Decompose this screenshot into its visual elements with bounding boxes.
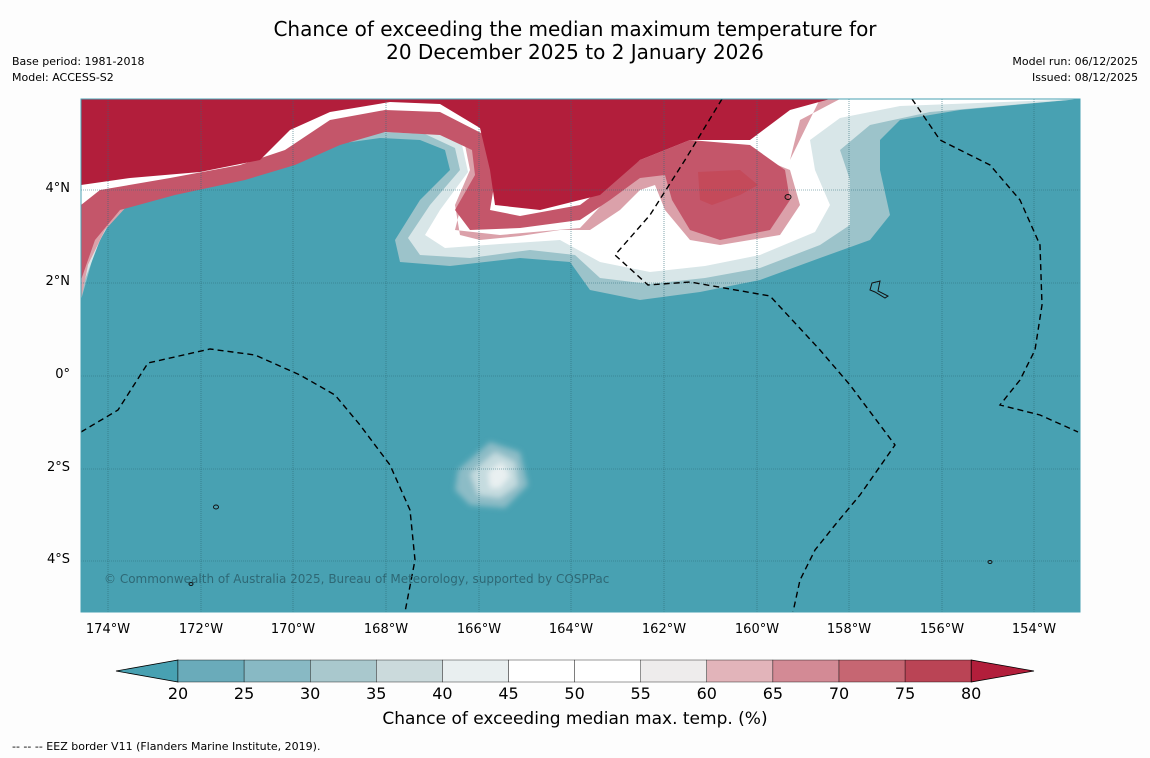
colorbar-tick: 80 [961, 684, 982, 703]
colorbar-high-extension [970, 659, 1035, 683]
colorbar-tick: 75 [894, 684, 916, 703]
colorbar-tick: 25 [233, 684, 255, 703]
lon-label: 162°W [641, 622, 687, 637]
lat-label: 4°S [46, 552, 70, 567]
colorbar-tick: 40 [432, 684, 453, 703]
copyright-note: © Commonwealth of Australia 2025, Bureau… [104, 572, 610, 586]
colorbar-segment [177, 659, 245, 683]
base-period: Base period: 1981-2018 [12, 55, 145, 68]
colorbar-low-extension [115, 659, 179, 683]
contour-band-60 [81, 99, 840, 300]
colorbar-segment [706, 659, 774, 683]
eez-borders [81, 99, 1079, 612]
issued-date: Issued: 08/12/2025 [1031, 71, 1138, 84]
lon-label: 170°W [270, 622, 316, 637]
island-tabuaeran [784, 194, 792, 200]
lon-label: 168°W [363, 622, 409, 637]
lon-label: 172°W [178, 622, 224, 637]
island-small-1 [188, 582, 194, 586]
colorbar-segment [310, 659, 377, 683]
colorbar-segment [376, 659, 443, 683]
lon-label: 156°W [919, 622, 965, 637]
islands [188, 194, 993, 586]
meta-left: Base period: 1981-2018 Model: ACCESS-S2 [12, 54, 144, 86]
lon-label: 154°W [1011, 622, 1057, 637]
lon-label: 160°W [734, 622, 780, 637]
map-frame [80, 98, 1081, 613]
colorbar-tick: 55 [630, 684, 651, 703]
colorbar-tick: 50 [564, 684, 585, 703]
map-field [81, 99, 1080, 612]
colorbar-segment [442, 659, 509, 683]
colorbar-segment [904, 659, 972, 683]
high-chance-region [81, 99, 830, 210]
colorbar-segment [838, 659, 906, 683]
colorbar-tick: 45 [498, 684, 519, 703]
colorbar-segment [772, 659, 840, 683]
colorbar-tick: 30 [300, 684, 321, 703]
colorbar-segment [243, 659, 311, 683]
eez-border-central [614, 99, 896, 612]
lon-label: 164°W [548, 622, 594, 637]
chart-title: Chance of exceeding the median maximum t… [0, 18, 1150, 64]
title-line-2: 20 December 2025 to 2 January 2026 [386, 40, 764, 64]
model-run: Model run: 06/12/2025 [1012, 55, 1138, 68]
graticule [81, 99, 1080, 612]
colorbar [115, 659, 1035, 683]
colorbar-tick: 35 [366, 684, 387, 703]
lat-label: 2°S [46, 460, 70, 475]
colorbar-title: Chance of exceeding median max. temp. (%… [382, 709, 768, 729]
anomaly-2s [455, 442, 528, 508]
colorbar-segment [508, 659, 575, 683]
lon-label: 174°W [85, 622, 131, 637]
colorbar-segment [640, 659, 708, 683]
colorbar-tick: 70 [828, 684, 850, 703]
lat-label: 4°N [45, 181, 71, 196]
colorbar-tick: 20 [167, 684, 189, 703]
eez-border-east [911, 99, 1079, 433]
lat-label: 0° [55, 367, 70, 382]
colorbar-tick: 65 [762, 684, 784, 703]
eez-border-west [81, 348, 416, 612]
colorbar-segment [574, 659, 641, 683]
island-palmyra [213, 504, 219, 510]
lon-label: 158°W [826, 622, 872, 637]
island-kiritimati [869, 280, 889, 299]
lat-label: 2°N [45, 274, 71, 289]
model-name: Model: ACCESS-S2 [12, 71, 114, 84]
colorbar-tick: 60 [696, 684, 717, 703]
eez-footnote: -- -- -- EEZ border V11 (Flanders Marine… [12, 740, 321, 753]
title-line-1: Chance of exceeding the median maximum t… [273, 17, 877, 41]
high-chance-core [698, 170, 758, 205]
meta-right: Model run: 06/12/2025 Issued: 08/12/2025 [1012, 54, 1138, 86]
island-small-2 [987, 560, 993, 564]
lon-label: 166°W [456, 622, 502, 637]
